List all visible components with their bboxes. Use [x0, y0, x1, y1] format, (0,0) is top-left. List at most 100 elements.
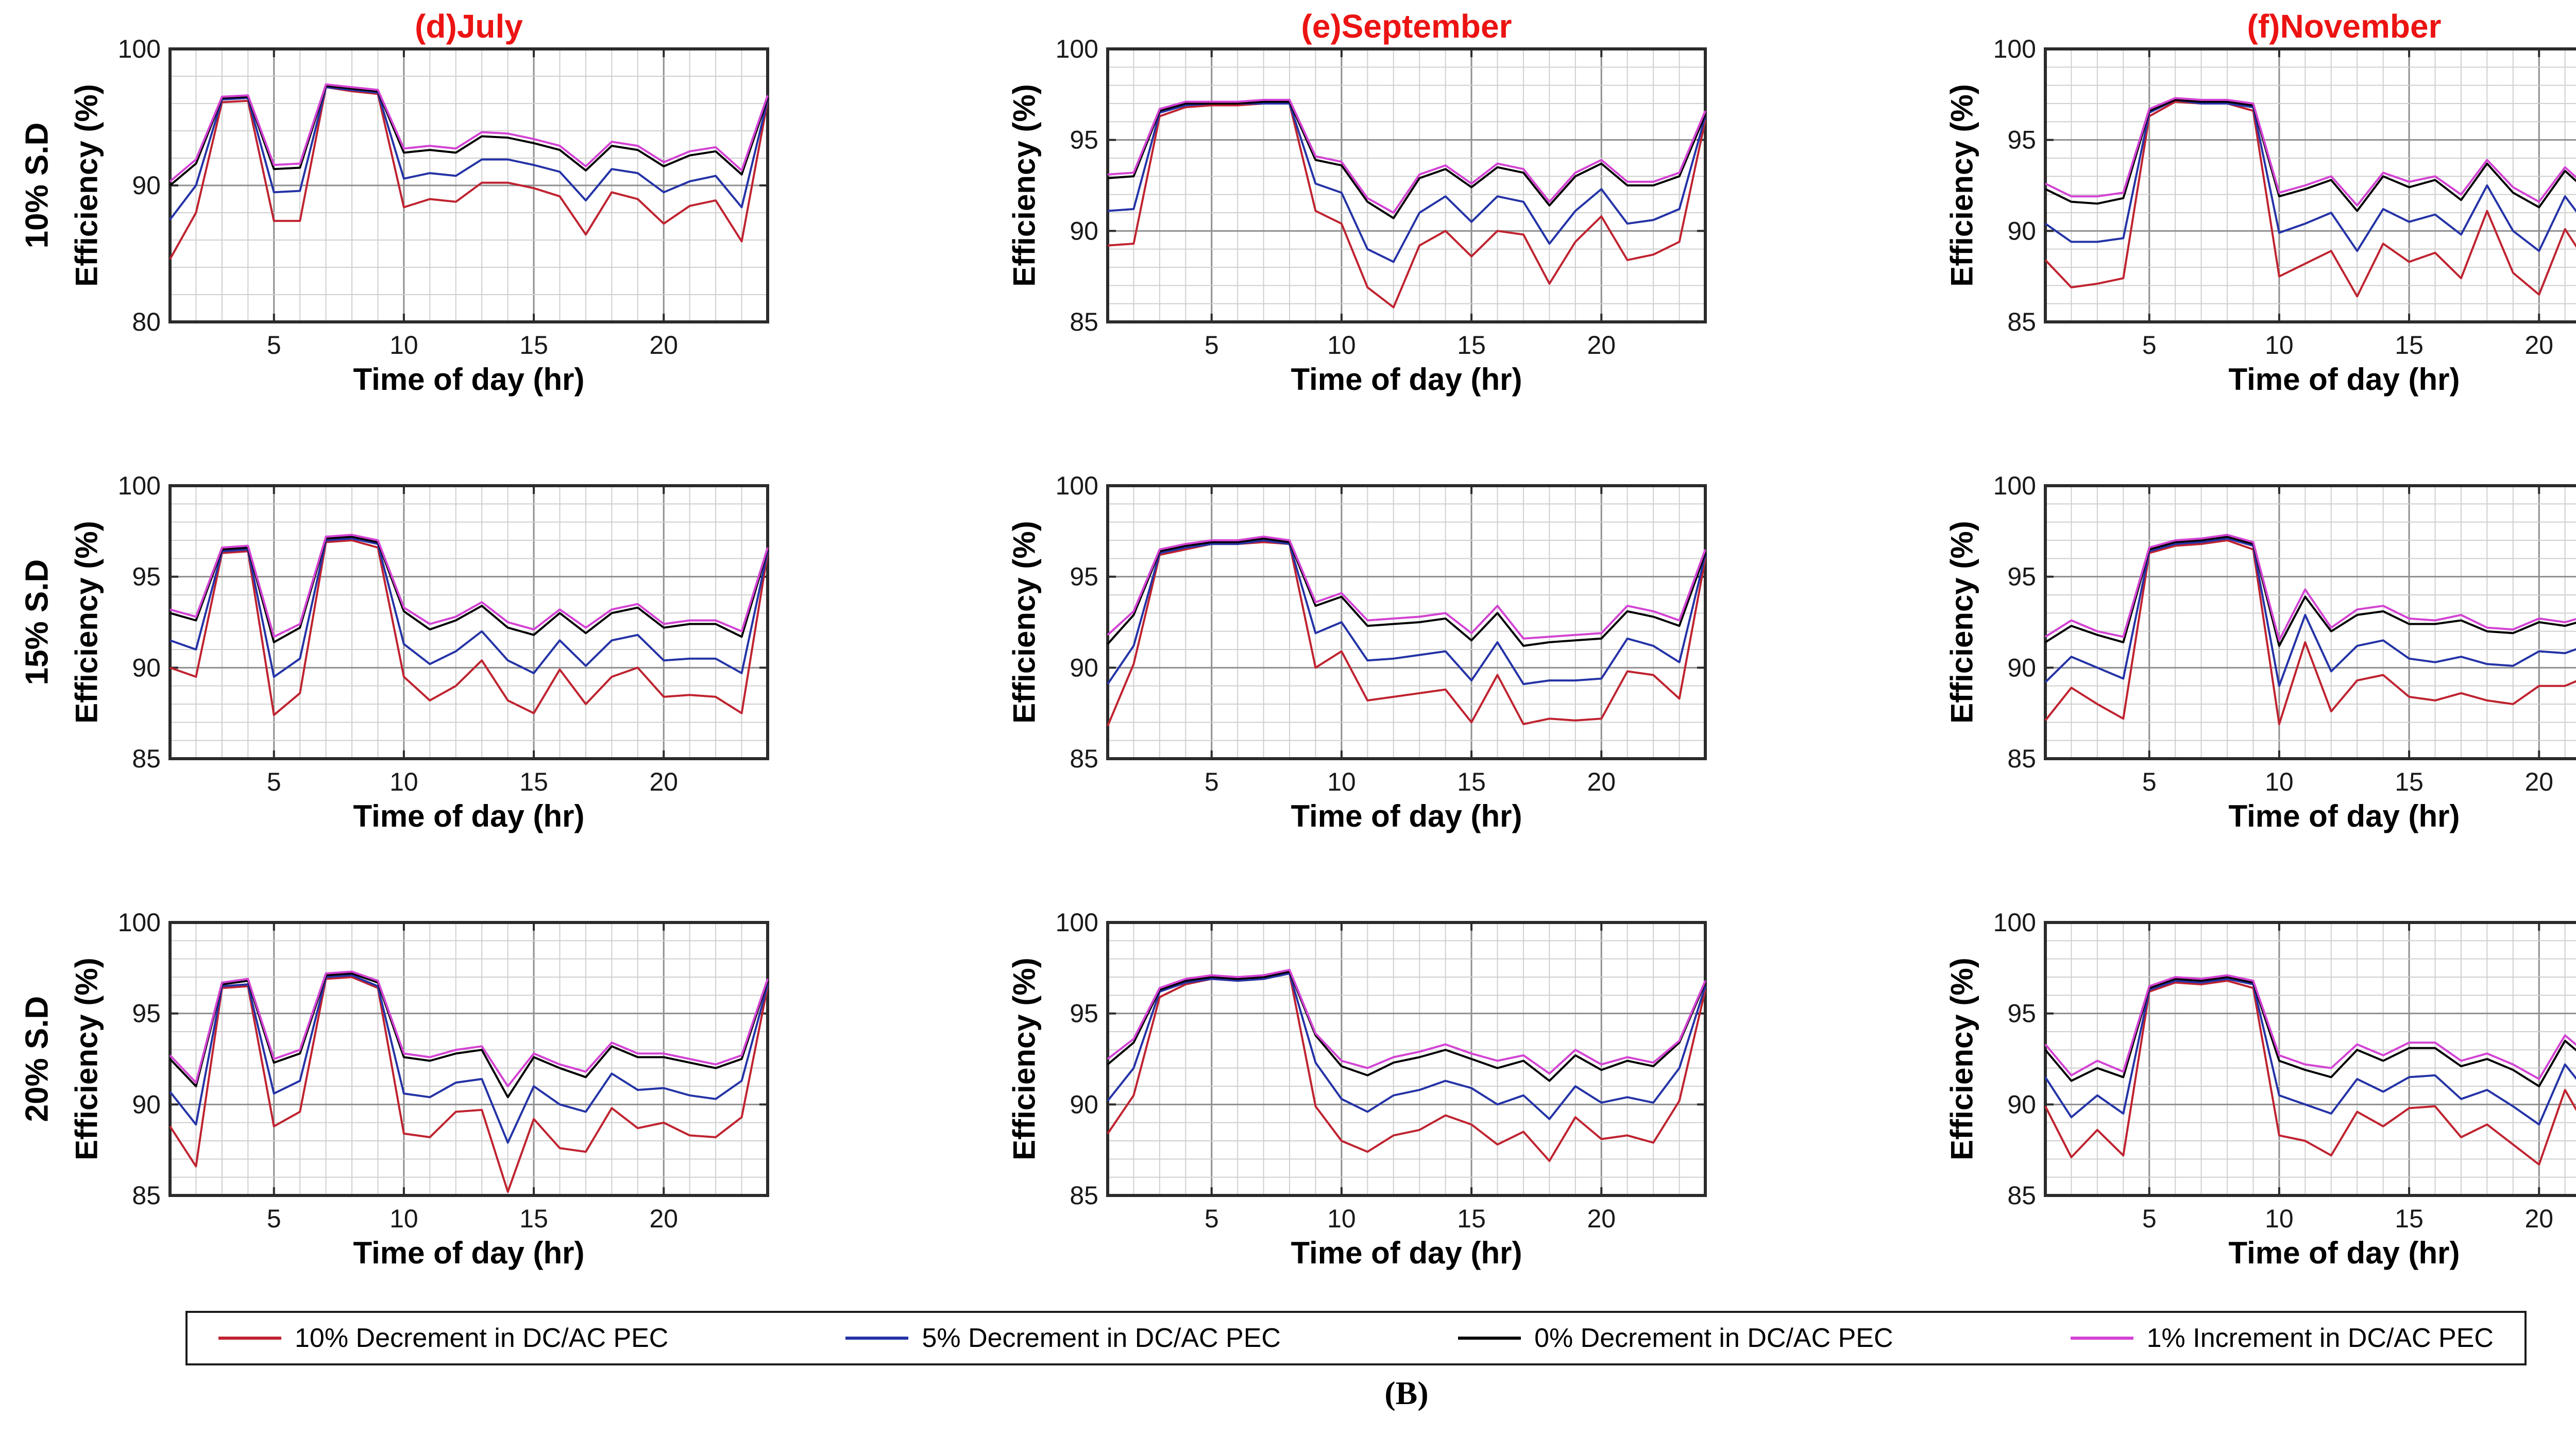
series-inc1 — [170, 534, 769, 638]
chart-canvas: 5 10 15 20 85 90 95 100 — [1056, 471, 1707, 796]
chart-cell-november-10sd: Efficiency (%) (f)November 5 10 15 20 85 90 95… — [1875, 0, 2576, 437]
chart-canvas: 5 10 15 20 85 90 95 100 — [1056, 908, 1707, 1233]
axis-ticks — [2045, 485, 2540, 760]
y-tick-label: 85 — [2007, 744, 2036, 773]
axes-frame — [168, 921, 769, 1197]
tick-labels: 5 10 15 20 85 90 95 100 — [1056, 35, 1616, 360]
axis-ticks — [1108, 485, 1705, 760]
legend-line-swatch-red — [218, 1337, 281, 1340]
y-tick-label: 100 — [1993, 35, 2036, 63]
series-inc1 — [169, 970, 769, 1087]
y-tick-label: 90 — [132, 653, 161, 682]
chart-cell-september-20sd: Efficiency (%) 5 10 15 20 85 90 95 100 Time of … — [938, 874, 1875, 1310]
x-tick-label: 5 — [1205, 1204, 1219, 1233]
series-dec10 — [169, 86, 769, 260]
grid — [170, 922, 768, 1195]
series-dec5 — [2044, 537, 2576, 687]
series-dec10 — [1107, 541, 1706, 727]
series-dec5 — [1107, 972, 1706, 1120]
chart-title: (f)November — [2247, 8, 2442, 45]
series-dec0 — [170, 535, 769, 643]
series-dec0 — [169, 84, 769, 186]
x-tick-label: 15 — [519, 1204, 548, 1233]
x-tick-label: 10 — [2265, 1204, 2294, 1233]
x-axis-label: Time of day (hr) — [2228, 799, 2460, 833]
chart-cell-july-10sd: 10% S.D Efficiency (%) (d)July 5 10 15 20 80… — [0, 0, 938, 437]
x-tick-label: 20 — [1587, 331, 1616, 360]
x-tick-label: 20 — [649, 767, 678, 796]
tick-labels: 5 10 15 20 85 90 95 100 — [1993, 35, 2554, 360]
grid — [170, 486, 768, 759]
x-tick-label: 20 — [2524, 331, 2553, 360]
y-tick-label: 100 — [118, 35, 161, 63]
legend: 10% Decrement in DC/AC PEC 5% Decrement … — [185, 1311, 2527, 1365]
series-dec5 — [2044, 98, 2576, 252]
chart-canvas: 5 10 15 20 85 90 95 100 — [1993, 471, 2576, 796]
x-tick-label: 15 — [1457, 331, 1486, 360]
tick-labels: 5 10 15 20 85 90 95 100 — [118, 908, 679, 1233]
axis-ticks — [2045, 48, 2540, 323]
series-dec0 — [169, 972, 769, 1099]
tick-labels: 5 10 15 20 80 90 100 — [118, 35, 679, 360]
x-tick-label: 5 — [267, 331, 281, 360]
tick-labels: 5 10 15 20 85 90 95 100 — [1993, 908, 2554, 1233]
chart-title: (d)July — [415, 8, 523, 45]
y-tick-label: 95 — [1070, 999, 1098, 1028]
series-dec5 — [170, 537, 769, 678]
chart-canvas: 5 10 15 20 85 90 95 100 — [118, 908, 769, 1233]
x-tick-label: 15 — [519, 767, 548, 796]
legend-line-swatch-blue — [845, 1337, 909, 1340]
axis-ticks — [170, 485, 768, 760]
x-tick-label: 15 — [2395, 1204, 2424, 1233]
y-tick-label: 100 — [1056, 35, 1098, 63]
y-tick-label: 90 — [1070, 216, 1098, 245]
y-tick-label: 90 — [1070, 1090, 1098, 1119]
chart-cell-november-15sd: Efficiency (%) 5 10 15 20 85 90 95 100 Time of … — [1875, 437, 2576, 874]
series-dec10 — [2044, 980, 2576, 1166]
grid — [2045, 922, 2576, 1195]
x-tick-label: 10 — [389, 767, 418, 796]
legend-item-label: 5% Decrement in DC/AC PEC — [922, 1323, 1281, 1353]
series-dec5 — [169, 974, 769, 1144]
y-tick-label: 85 — [1070, 307, 1098, 336]
y-tick-label: 100 — [1056, 471, 1098, 500]
y-tick-label: 95 — [2007, 999, 2036, 1028]
legend-item-label: 1% Increment in DC/AC PEC — [2146, 1323, 2494, 1353]
series-dec0 — [1107, 537, 1706, 647]
y-tick-label: 90 — [1070, 653, 1098, 682]
x-tick-label: 15 — [1457, 767, 1486, 796]
y-tick-label: 95 — [132, 999, 161, 1028]
y-tick-label: 100 — [118, 471, 161, 500]
y-tick-label: 80 — [132, 307, 161, 336]
axes-frame — [168, 484, 769, 760]
x-tick-label: 15 — [2395, 331, 2424, 360]
series-inc1 — [2044, 974, 2576, 1080]
y-tick-label: 100 — [118, 908, 161, 937]
chart-canvas: 5 10 15 20 80 90 100 — [118, 35, 769, 360]
axes-frame — [1106, 484, 1707, 760]
series-dec5 — [1107, 102, 1706, 263]
axis-ticks — [2045, 921, 2540, 1196]
legend-line-swatch-black — [1458, 1337, 1521, 1340]
series-dec10 — [1107, 972, 1706, 1162]
series-inc1 — [1107, 98, 1706, 214]
x-axis-label: Time of day (hr) — [353, 1236, 585, 1270]
axis-ticks — [170, 48, 768, 323]
x-tick-label: 10 — [1327, 1204, 1356, 1233]
y-tick-label: 95 — [2007, 126, 2036, 155]
x-axis-label: Time of day (hr) — [1291, 1236, 1522, 1270]
y-tick-label: 90 — [2007, 1090, 2036, 1119]
y-tick-label: 90 — [2007, 653, 2036, 682]
y-tick-label: 85 — [1070, 1181, 1098, 1210]
series-inc1 — [2045, 97, 2576, 207]
chart-canvas: 5 10 15 20 85 90 95 100 — [1056, 35, 1707, 360]
x-tick-label: 10 — [1327, 331, 1356, 360]
x-tick-label: 5 — [2142, 331, 2157, 360]
series-dec0 — [1107, 970, 1706, 1082]
series-dec10 — [170, 539, 769, 716]
y-tick-label: 90 — [132, 171, 161, 200]
x-tick-label: 20 — [2524, 1204, 2553, 1233]
x-tick-label: 15 — [519, 331, 548, 360]
y-tick-label: 85 — [2007, 307, 2036, 336]
legend-item-label: 10% Decrement in DC/AC PEC — [295, 1323, 669, 1353]
